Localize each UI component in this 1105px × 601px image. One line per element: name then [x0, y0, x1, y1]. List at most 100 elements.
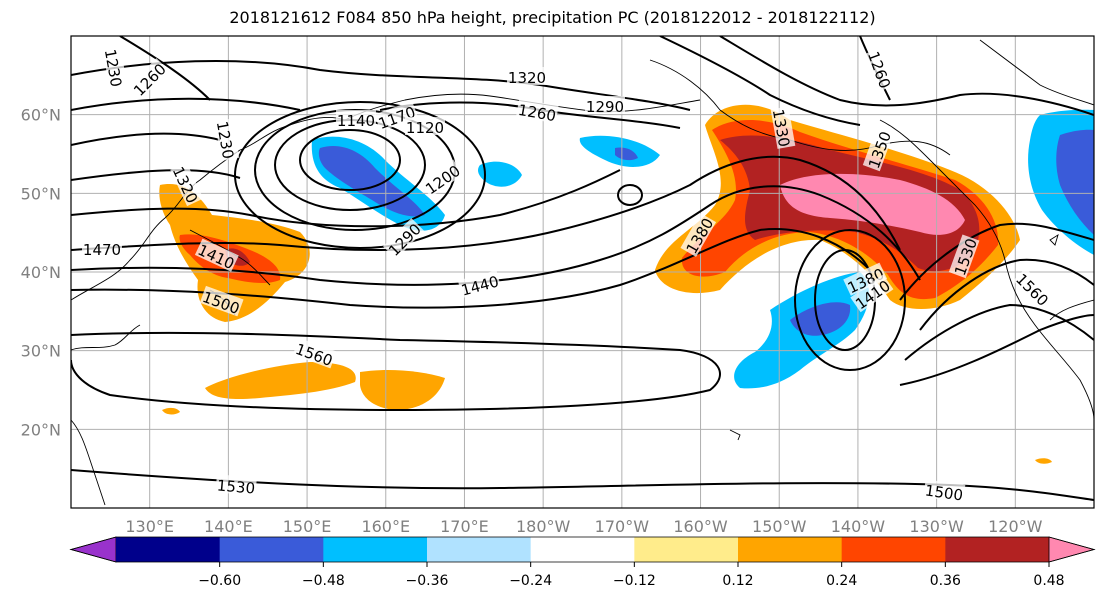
- colorbar-tick-label: −0.12: [613, 573, 656, 589]
- contour-label-bg: [420, 159, 464, 198]
- colorbar-tick-label: −0.24: [509, 573, 552, 589]
- lon-label: 150°E: [283, 517, 332, 536]
- plot-frame: [70, 35, 1095, 509]
- contour-label-bg: [516, 98, 559, 124]
- contour-label-bg: [948, 234, 980, 279]
- lon-label: 140°E: [204, 517, 253, 536]
- height-contour: [617, 184, 643, 206]
- contour-label: 1230: [213, 118, 240, 161]
- contour-label-text: 1530: [216, 476, 256, 497]
- contour-label-bg: [1012, 268, 1054, 310]
- contour-label-bg: [862, 127, 894, 172]
- contour-label-bg: [82, 239, 122, 257]
- colorbar-swatch: [738, 537, 843, 562]
- colorbar-swatch: [945, 537, 1050, 562]
- contour-label-text: 1470: [83, 241, 121, 259]
- height-contour: [71, 169, 621, 228]
- contour-label-bg: [405, 117, 445, 135]
- contour-label: 1120: [405, 117, 445, 137]
- height-contour: [234, 101, 486, 249]
- lon-label: 140°W: [831, 517, 886, 536]
- lon-label: 130°E: [125, 517, 174, 536]
- precip-positive-region: [162, 407, 180, 415]
- height-contour: [919, 258, 1094, 331]
- contour-label: 1290: [585, 96, 625, 116]
- lat-label: 20°N: [21, 420, 61, 439]
- height-contour: [899, 314, 1094, 386]
- colorbar-outline: [69, 536, 1096, 563]
- colorbar-extend-low: [69, 536, 117, 563]
- precip-fills: [159, 104, 1094, 464]
- lon-label: 170°W: [595, 517, 650, 536]
- contour-label: 1470: [82, 239, 122, 259]
- colorbar-swatch: [116, 537, 221, 562]
- height-contour: [71, 155, 901, 251]
- lat-label: 30°N: [21, 342, 61, 361]
- contour-label-bg: [457, 270, 502, 298]
- colorbar-tick-label: −0.60: [198, 573, 241, 589]
- contour-label: 1140: [336, 110, 376, 130]
- precip-positive-region: [1035, 458, 1052, 464]
- contour-label: 1500: [923, 479, 966, 505]
- contour-label-bg: [170, 162, 204, 207]
- precip-negative-region: [478, 161, 522, 187]
- lat-label: 60°N: [21, 106, 61, 125]
- height-contour: [904, 303, 1094, 361]
- lon-label: 120°W: [988, 517, 1043, 536]
- precip-positive-region: [205, 362, 356, 399]
- contour-label-bg: [374, 100, 419, 132]
- height-contour: [71, 331, 721, 412]
- contour-label-bg: [194, 238, 239, 272]
- lat-label: 40°N: [21, 263, 61, 282]
- colorbar-tick-label: 0.48: [1033, 573, 1064, 589]
- contour-label-bg: [865, 47, 897, 92]
- lat-label: 50°N: [21, 184, 61, 203]
- colorbar-swatch: [634, 537, 739, 562]
- contour-label-text: 1500: [924, 481, 964, 504]
- colorbar-tick-label: 0.12: [722, 573, 753, 589]
- colorbar-swatch: [427, 537, 532, 562]
- colorbar: −0.60 −0.48 −0.36 −0.24 −0.12 0.12 0.24 0.36 0.4…: [69, 536, 1096, 589]
- longitude-labels: 130°E 140°E 150°E 160°E 170°E 180°W 170°W 160°W…: [125, 517, 1042, 536]
- contour-label-bg: [585, 96, 625, 114]
- contour-label-bg: [770, 106, 796, 149]
- height-contour: [899, 222, 1094, 301]
- height-contour: [719, 36, 1094, 116]
- colorbar-swatch: [323, 537, 428, 562]
- lon-label: 160°W: [673, 517, 728, 536]
- height-contour: [794, 229, 906, 371]
- latitude-labels: 60°N 50°N 40°N 30°N 20°N: [21, 106, 61, 440]
- contour-label-bg: [292, 337, 337, 369]
- precip-positive-region: [780, 173, 965, 235]
- lon-label: 160°E: [361, 517, 410, 536]
- contour-label-bg: [843, 262, 888, 296]
- contour-label-text: 1140: [337, 112, 375, 130]
- contour-label-bg: [383, 218, 425, 260]
- precip-negative-region: [790, 302, 851, 336]
- height-contour: [119, 36, 211, 101]
- colorbar-swatch: [219, 537, 324, 562]
- height-contour: [71, 97, 301, 111]
- contour-label-text: 1290: [586, 98, 624, 116]
- contour-label: 1320: [507, 67, 547, 87]
- height-contour: [71, 132, 221, 146]
- height-contour: [71, 228, 871, 309]
- colorbar-swatch: [841, 537, 946, 562]
- contour-label-text: 1120: [406, 119, 444, 137]
- contour-label-bg: [215, 474, 257, 496]
- contour-label: 1330: [769, 106, 796, 149]
- colorbar-tick-label: −0.36: [406, 573, 449, 589]
- height-contour: [299, 129, 401, 191]
- contour-label-bg: [128, 58, 170, 100]
- contour-label-bg: [199, 285, 244, 317]
- precip-negative-region: [615, 147, 638, 161]
- contour-label-bg: [102, 46, 128, 89]
- colorbar-swatch: [530, 537, 635, 562]
- contour-label: 1530: [215, 474, 257, 498]
- precip-negative-region: [1056, 129, 1094, 235]
- contour-label-bg: [850, 274, 894, 313]
- lon-label: 170°E: [440, 517, 489, 536]
- height-contour: [659, 36, 861, 126]
- map-title: 2018121612 F084 850 hPa height, precipit…: [229, 8, 876, 27]
